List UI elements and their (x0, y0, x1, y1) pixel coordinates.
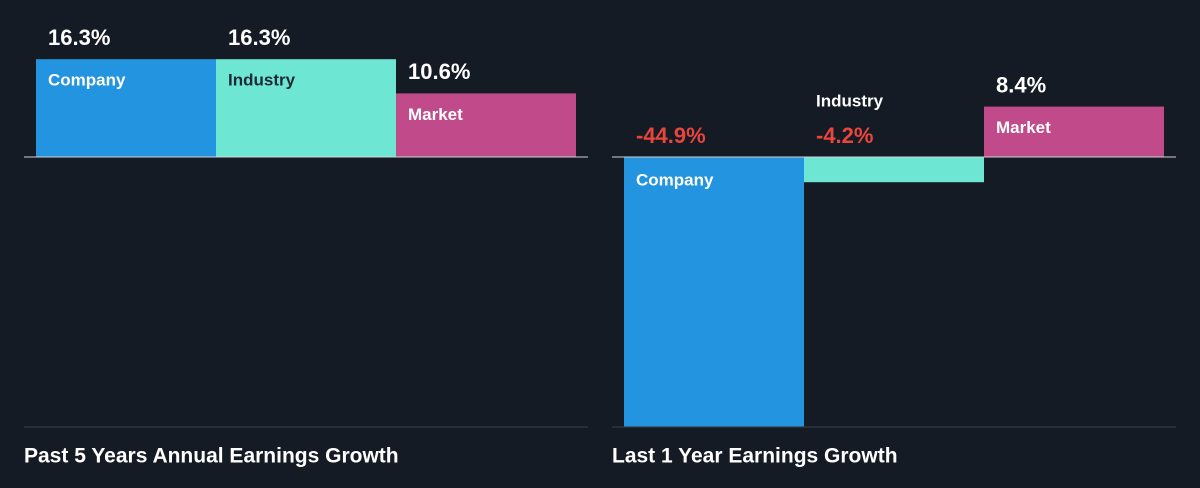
bar (216, 59, 396, 158)
value-label: 10.6% (408, 59, 470, 84)
bar (396, 93, 576, 157)
category-label: Industry (228, 71, 296, 90)
bar (36, 59, 216, 158)
category-label: Company (636, 170, 714, 189)
value-label: 16.3% (48, 25, 110, 50)
value-label: -4.2% (816, 123, 873, 148)
category-label: Market (408, 105, 463, 124)
category-label: Industry (816, 91, 884, 110)
chart-title: Last 1 Year Earnings Growth (612, 445, 898, 468)
chart-title: Past 5 Years Annual Earnings Growth (24, 445, 399, 468)
value-label: -44.9% (636, 123, 706, 148)
bar (984, 106, 1164, 157)
value-label: 16.3% (228, 25, 290, 50)
bar (624, 157, 804, 427)
category-label: Market (996, 118, 1051, 137)
value-label: 8.4% (996, 72, 1046, 97)
bar (804, 157, 984, 183)
category-label: Company (48, 71, 126, 90)
